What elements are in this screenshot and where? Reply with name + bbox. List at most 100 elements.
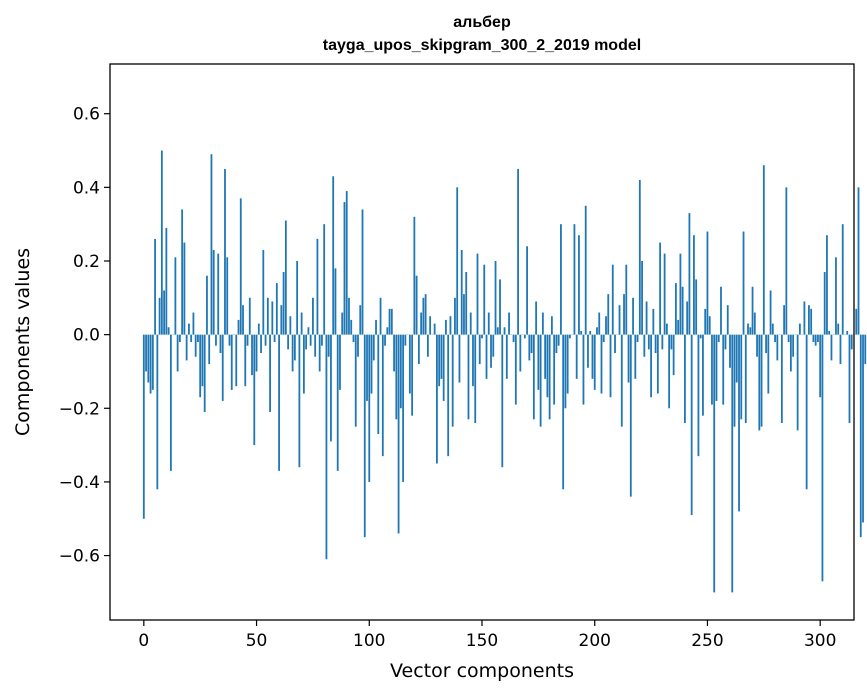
bar — [587, 334, 589, 368]
x-tick-label: 150 — [466, 631, 498, 651]
bar — [183, 242, 186, 335]
bar — [661, 334, 664, 350]
bar — [713, 334, 716, 593]
bar — [798, 323, 801, 335]
bar — [686, 301, 689, 335]
bar — [501, 334, 504, 468]
bar — [503, 327, 506, 335]
bar — [411, 334, 414, 416]
bar — [309, 334, 312, 346]
bar — [514, 334, 517, 405]
bar — [451, 334, 454, 427]
bar — [596, 327, 598, 335]
bar — [609, 334, 612, 398]
bar — [305, 334, 308, 350]
bar — [663, 253, 666, 335]
bar — [293, 334, 296, 361]
bar — [688, 213, 691, 335]
bar — [546, 334, 549, 398]
bars-group — [142, 150, 867, 593]
bar — [494, 260, 497, 335]
bar — [368, 334, 371, 482]
bar — [862, 334, 864, 523]
bar — [330, 334, 332, 442]
bar — [796, 334, 799, 431]
y-tick-label: −0.6 — [59, 547, 100, 567]
bar — [257, 323, 260, 335]
bar — [212, 249, 215, 335]
bar — [735, 334, 738, 383]
x-axis-ticks: 0 50 100 150 200 250 300 — [138, 620, 836, 651]
bar — [753, 312, 756, 335]
bar — [751, 286, 754, 335]
bar — [332, 176, 335, 335]
bar — [744, 334, 747, 424]
chart-title: альбер — [453, 14, 511, 31]
bar — [282, 272, 285, 335]
bar — [424, 294, 427, 335]
bar — [783, 305, 786, 335]
bar — [724, 334, 727, 350]
bar — [535, 301, 538, 335]
bar — [625, 264, 628, 335]
bar — [742, 231, 745, 335]
bar — [808, 305, 810, 335]
bar — [537, 334, 540, 390]
bar — [668, 334, 671, 409]
bar — [650, 334, 652, 398]
bar — [523, 334, 526, 339]
bar — [679, 253, 682, 335]
y-tick-label: 0.4 — [73, 178, 100, 198]
bar — [569, 334, 571, 339]
bar — [821, 334, 824, 582]
bar — [731, 334, 734, 593]
bar — [284, 220, 287, 335]
bar — [395, 334, 398, 420]
bar — [695, 279, 698, 335]
bar — [749, 327, 752, 335]
y-tick-label: 0.6 — [73, 105, 100, 125]
bar — [399, 334, 402, 409]
bar — [239, 198, 242, 335]
bar — [632, 297, 634, 335]
bar — [176, 334, 179, 372]
bar — [848, 334, 851, 424]
bar — [641, 260, 643, 335]
bar — [219, 334, 222, 354]
bar — [634, 334, 637, 379]
bar — [307, 327, 310, 335]
bar — [519, 334, 522, 372]
bar — [433, 323, 436, 335]
bar — [652, 308, 655, 335]
bar — [607, 294, 610, 335]
bar — [314, 334, 317, 357]
bar — [711, 334, 713, 405]
bar — [839, 334, 842, 365]
bar — [302, 334, 305, 394]
bar — [812, 334, 815, 342]
bar — [771, 323, 774, 335]
bar — [578, 235, 580, 335]
bar — [760, 334, 763, 427]
bar — [693, 235, 695, 335]
bar — [474, 334, 477, 424]
bar — [242, 305, 244, 335]
bar — [158, 297, 161, 335]
bar — [805, 334, 808, 490]
bar — [251, 334, 253, 376]
bar — [828, 330, 831, 335]
bar — [654, 334, 657, 354]
bar — [372, 334, 375, 361]
bar — [275, 283, 278, 335]
bar — [553, 334, 556, 405]
bar — [278, 334, 280, 471]
bar — [194, 334, 197, 357]
bar — [260, 334, 262, 354]
bar — [469, 312, 472, 335]
bar — [408, 334, 411, 394]
bar — [611, 264, 614, 335]
bar — [449, 316, 452, 335]
bar — [656, 334, 659, 394]
bar — [517, 168, 519, 335]
bar — [835, 257, 837, 335]
